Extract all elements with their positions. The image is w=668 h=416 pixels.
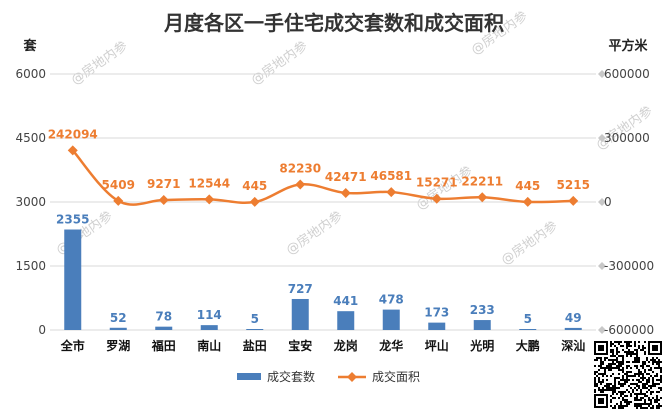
category-label: 深汕 [561,338,585,353]
line-marker [340,187,351,198]
line-value-label: 42471 [325,170,367,184]
legend-line-label: 成交面积 [372,369,420,384]
bar [246,329,264,330]
line-value-label: 46581 [370,169,412,183]
category-label: 宝安 [288,338,312,353]
grid-lines [50,73,596,331]
right-tick-label: -600000 [604,323,654,337]
line-marker [67,145,78,156]
bar-value-label: 5 [524,312,532,326]
category-label: 坪山 [425,338,449,353]
bar-value-label: 114 [197,308,222,322]
category-label: 光明 [469,338,494,353]
line-marker [295,179,306,190]
line-marker [568,195,579,206]
category-label: 全市 [60,338,85,353]
line-marker [204,194,215,205]
legend: 成交套数 成交面积 [237,369,420,384]
legend-line-marker [347,372,357,382]
watermark: @房地内参 [593,103,655,153]
category-labels: 全市 罗湖 福田 南山 盐田 宝安 龙岗 龙华 坪山 光明 大鹏 深汕 [60,338,586,353]
bar [64,229,82,330]
line-marker [431,193,442,204]
qr-code [594,340,662,410]
right-tick-marker [598,198,606,206]
category-label: 罗湖 [106,338,130,353]
bar-value-label: 5 [251,312,259,326]
bar-value-label: 233 [470,303,495,317]
line-value-label: 12544 [188,176,230,190]
bar-value-label: 49 [565,311,582,325]
line-marker [477,192,488,203]
left-axis-ticks: 0 1500 3000 4500 6000 [15,67,46,337]
bar-value-label: 78 [155,310,172,324]
bar [337,311,355,330]
category-label: 南山 [197,338,221,353]
bar [473,320,491,330]
line-marker [158,195,169,206]
bar [200,325,218,330]
line-marker [386,187,397,198]
left-tick-label: 4500 [15,131,46,145]
category-label: 福田 [151,338,176,353]
category-label: 大鹏 [516,338,540,353]
left-tick-label: 6000 [15,67,46,81]
right-tick-marker [598,134,606,142]
line-value-label: 82230 [279,161,321,175]
left-tick-label: 1500 [15,259,46,273]
line-marker [522,196,533,207]
chart-title: 月度各区一手住宅成交套数和成交面积 [163,11,504,35]
watermark: @房地内参 [68,38,130,88]
bar-value-label: 727 [288,282,313,296]
bar-value-label: 173 [424,306,449,320]
bar-value-label: 52 [110,311,127,325]
watermark: @房地内参 [498,218,560,268]
line-value-label: 15271 [416,176,458,190]
bar [382,309,400,330]
right-tick-label: 0 [604,195,612,209]
category-label: 龙岗 [334,338,358,353]
line-value-label: 5215 [557,178,590,192]
left-tick-label: 0 [38,323,46,337]
bar [428,322,446,330]
bar-series: 2355 52 78 114 5 727 441 478 173 233 5 49 [56,213,582,330]
bar-value-label: 478 [379,293,404,307]
bar [519,329,537,330]
category-label: 盐田 [243,338,267,353]
bar [109,327,127,330]
watermark: @房地内参 [283,208,345,258]
line-marker [249,196,260,207]
category-label: 龙华 [379,338,403,353]
line-value-label: 242094 [48,127,98,141]
bar [564,327,582,330]
line-value-label: 445 [242,179,267,193]
line-marker [113,195,124,206]
right-tick-label: 600000 [604,67,650,81]
right-tick-label: -300000 [604,259,654,273]
line-value-label: 22211 [461,174,503,188]
line-value-label: 5409 [102,178,135,192]
line-value-label: 445 [515,179,540,193]
right-axis-ticks: -600000 -300000 0 300000 600000 [598,67,654,337]
line-series: 242094 5409 9271 12544 445 82230 42471 46581 152… [48,127,590,207]
legend-bar-swatch [237,373,261,380]
bar-value-label: 2355 [56,213,89,227]
bar [291,298,309,330]
qr-code-graphic [594,341,662,409]
bar [155,326,173,330]
left-axis-unit: 套 [22,38,37,54]
line-value-label: 9271 [147,177,180,191]
right-tick-marker [598,70,606,78]
bar-value-label: 441 [333,294,358,308]
legend-bar-label: 成交套数 [267,369,315,384]
left-tick-label: 3000 [15,195,46,209]
right-tick-label: 300000 [604,131,650,145]
watermark: @房地内参 [248,38,310,88]
right-tick-marker [598,326,606,334]
right-axis-unit: 平方米 [608,38,648,54]
right-tick-marker [598,262,606,270]
